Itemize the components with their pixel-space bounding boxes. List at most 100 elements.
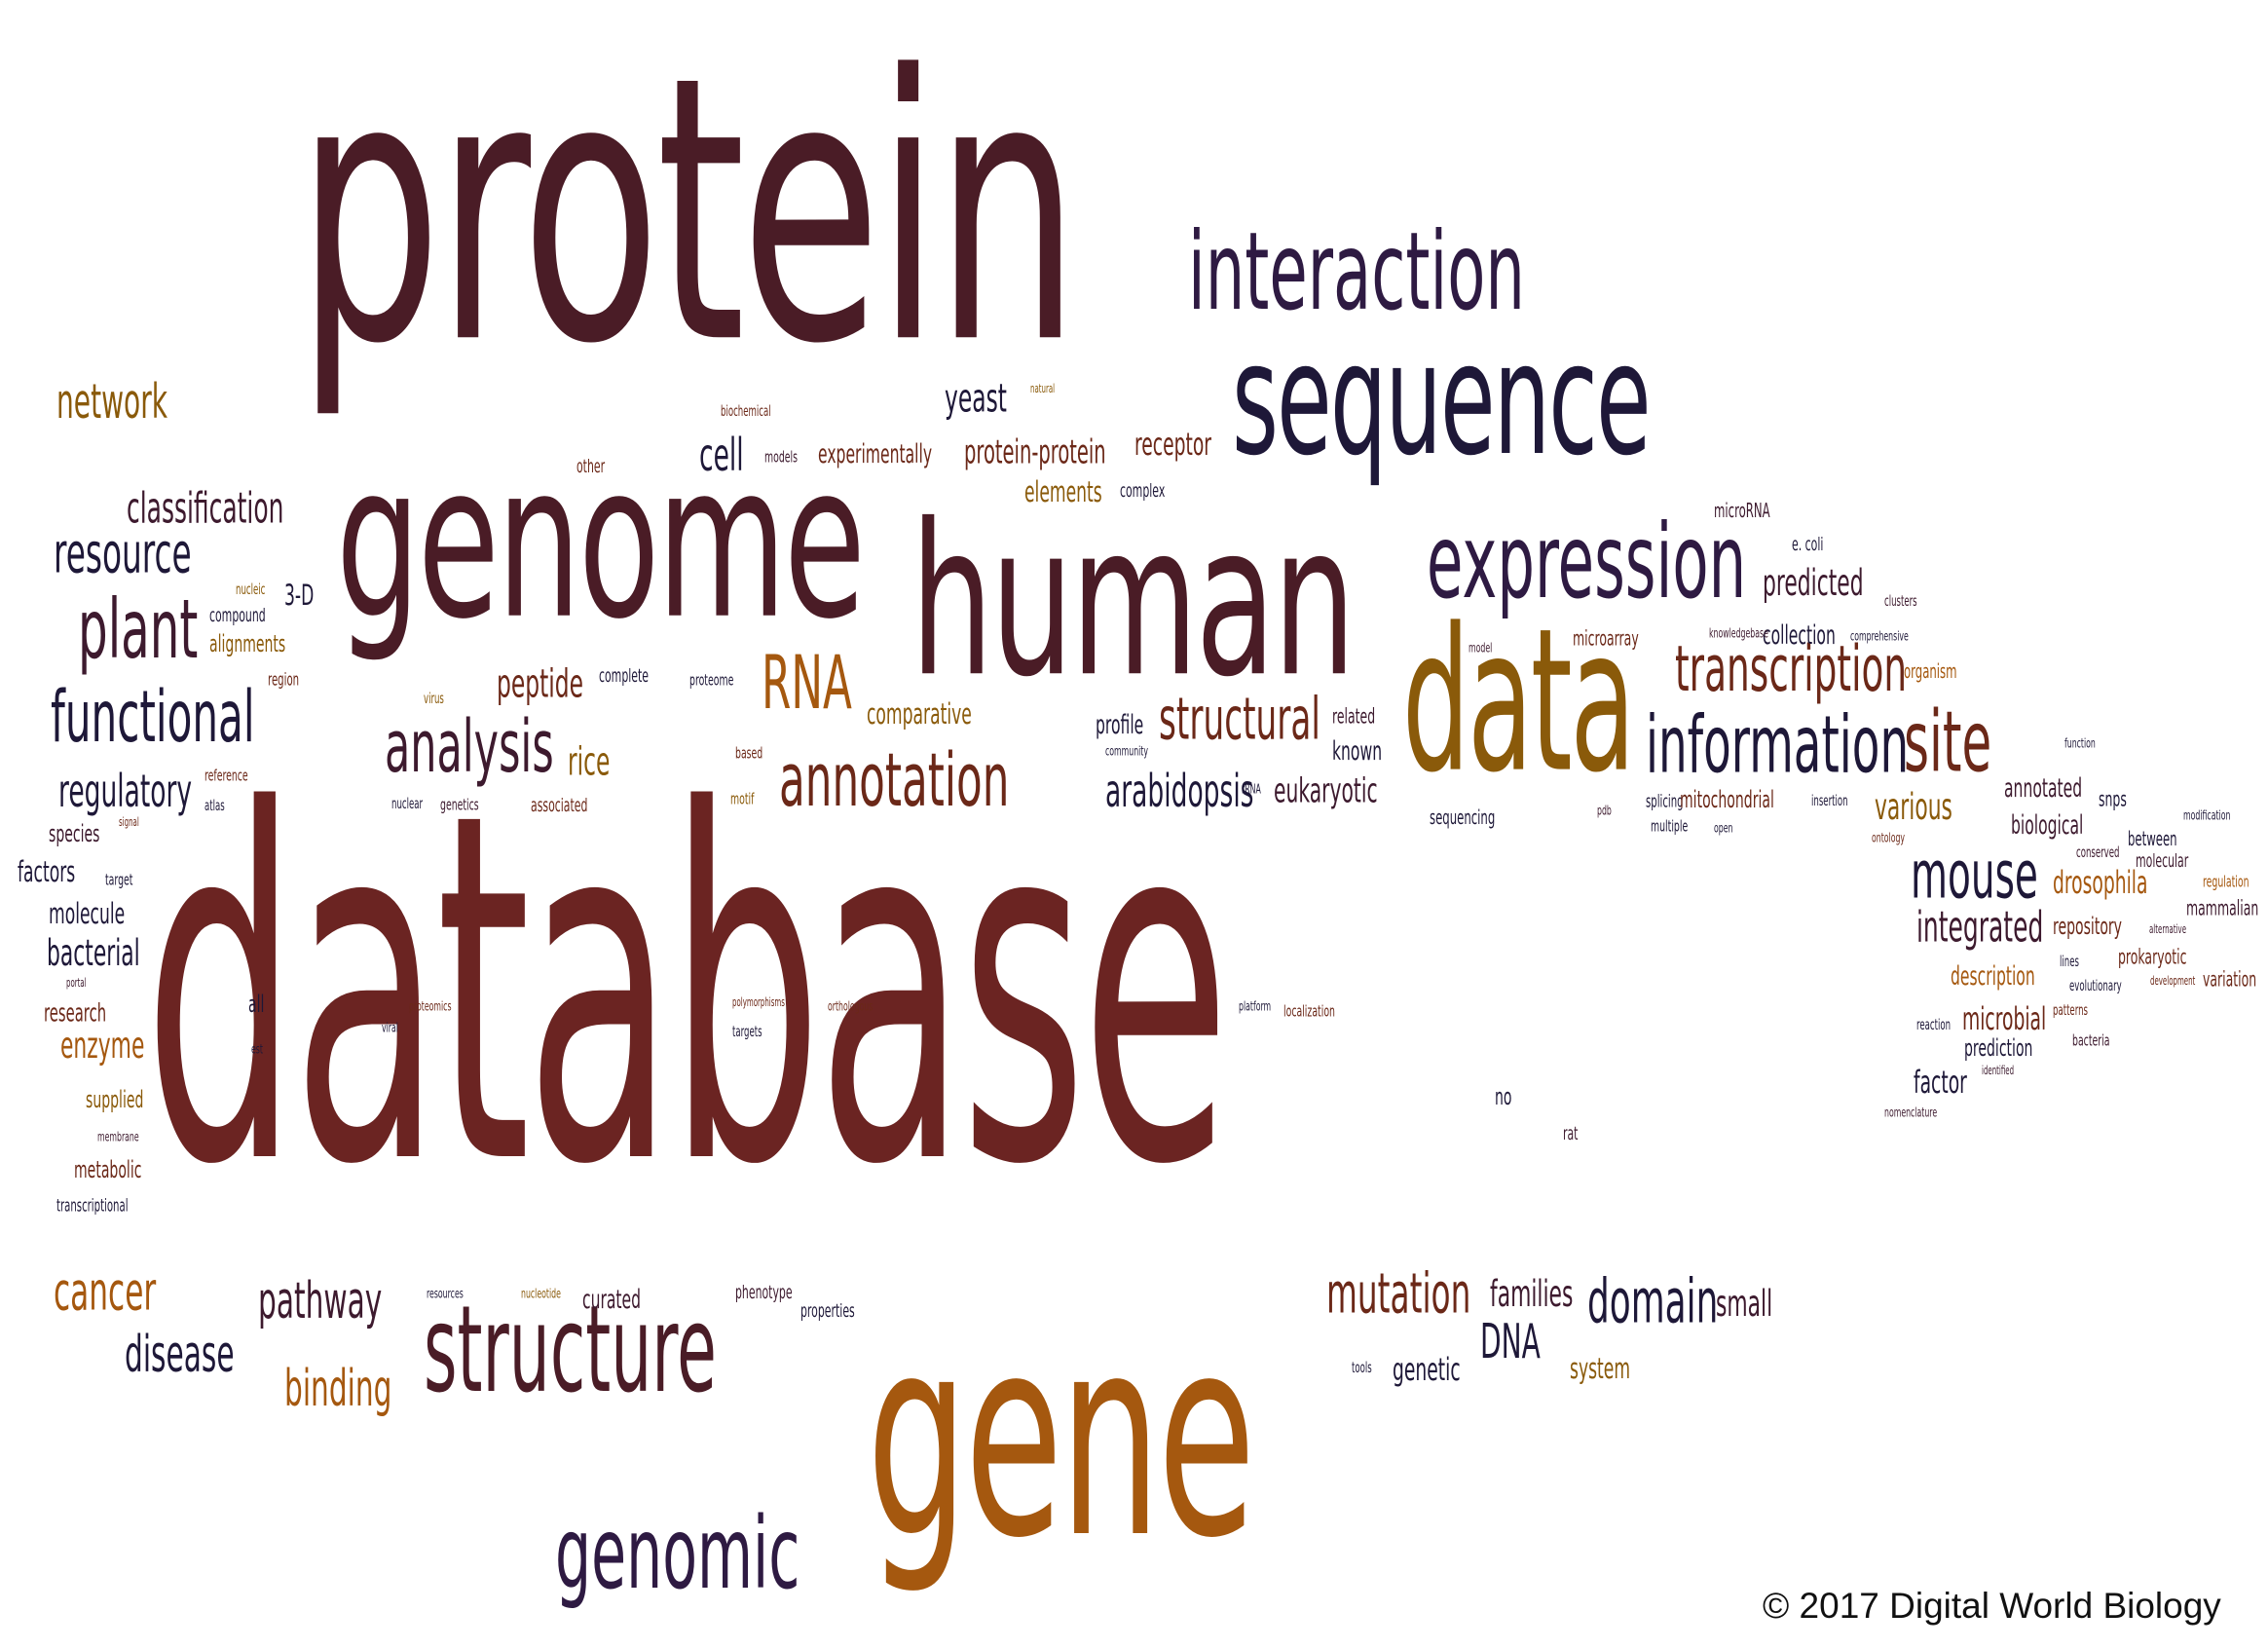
word-cell: cell bbox=[699, 429, 744, 482]
word-community: community bbox=[1105, 744, 1148, 760]
word-species: species bbox=[49, 820, 100, 848]
word-eukaryotic: eukaryotic bbox=[1274, 771, 1378, 811]
word-patterns: patterns bbox=[2053, 1001, 2089, 1020]
word-bacterial: bacterial bbox=[47, 930, 140, 975]
word-resources: resources bbox=[427, 1287, 464, 1302]
word-conserved: conserved bbox=[2076, 843, 2120, 862]
word-nomenclature: nomenclature bbox=[1884, 1106, 1938, 1121]
word-mammalian: mammalian bbox=[2186, 895, 2259, 920]
word-viral: viral bbox=[382, 1021, 398, 1036]
word-evolutionary: evolutionary bbox=[2069, 977, 2122, 995]
word-prokaryotic: prokaryotic bbox=[2118, 944, 2187, 969]
word-insertion: insertion bbox=[1811, 792, 1848, 810]
word-elements: elements bbox=[1024, 476, 1102, 510]
word-nucleotide: nucleotide bbox=[521, 1287, 561, 1302]
word-alignments: alignments bbox=[209, 630, 286, 658]
word-transcriptional: transcriptional bbox=[56, 1196, 129, 1217]
word-modification: modification bbox=[2183, 808, 2231, 824]
word-annotated: annotated bbox=[2004, 771, 2083, 804]
word-reaction: reaction bbox=[1916, 1016, 1952, 1034]
word-site: site bbox=[1904, 694, 1992, 793]
word-human: human bbox=[911, 478, 1356, 724]
word-description: description bbox=[1951, 959, 2035, 992]
word-polymorphisms: polymorphisms bbox=[732, 996, 785, 1011]
word-yeast: yeast bbox=[945, 375, 1007, 423]
word-supplied: supplied bbox=[86, 1086, 144, 1114]
word-dna: DNA bbox=[1480, 1315, 1541, 1370]
word-experimentally: experimentally bbox=[818, 437, 933, 469]
word-prediction: prediction bbox=[1964, 1034, 2033, 1063]
word-interaction: interaction bbox=[1188, 209, 1525, 335]
word-structural: structural bbox=[1159, 686, 1320, 754]
word-regulatory: regulatory bbox=[58, 765, 193, 818]
word-related: related bbox=[1332, 703, 1376, 729]
word-factors: factors bbox=[18, 856, 76, 890]
word-lines: lines bbox=[2060, 953, 2079, 971]
word-multiple: multiple bbox=[1651, 816, 1689, 836]
word-proteomics: proteomics bbox=[409, 999, 452, 1015]
word-genomic: genomic bbox=[555, 1495, 800, 1612]
word-localization: localization bbox=[1283, 1001, 1335, 1021]
word-genetics: genetics bbox=[440, 795, 479, 814]
word-3-d: 3-D bbox=[284, 580, 315, 614]
word-profile: profile bbox=[1096, 708, 1144, 740]
word-domain: domain bbox=[1587, 1265, 1719, 1337]
word-alternative: alternative bbox=[2149, 923, 2187, 938]
word-region: region bbox=[268, 670, 300, 691]
word-sequencing: sequencing bbox=[1430, 806, 1496, 830]
word-complete: complete bbox=[599, 665, 650, 688]
word-atlas: atlas bbox=[204, 797, 225, 815]
word-no: no bbox=[1495, 1083, 1512, 1111]
word-various: various bbox=[1875, 784, 1952, 829]
word-resource: resource bbox=[54, 520, 192, 585]
word-database: database bbox=[144, 710, 1230, 1270]
word-mouse: mouse bbox=[1911, 837, 2038, 914]
word-tools: tools bbox=[1352, 1359, 1372, 1377]
word-receptor: receptor bbox=[1134, 426, 1211, 464]
word-analysis: analysis bbox=[385, 704, 554, 789]
word-binding: binding bbox=[284, 1359, 392, 1418]
word-models: models bbox=[764, 447, 799, 467]
word-cancer: cancer bbox=[54, 1261, 157, 1324]
word-expression: expression bbox=[1427, 503, 1747, 622]
word-development: development bbox=[2150, 975, 2196, 990]
word-microbial: microbial bbox=[1962, 1000, 2047, 1038]
word-between: between bbox=[2128, 827, 2177, 851]
word-rice: rice bbox=[568, 738, 611, 786]
word-other: other bbox=[576, 456, 606, 478]
word-snps: snps bbox=[2099, 786, 2127, 811]
word-based: based bbox=[735, 743, 763, 763]
word-molecule: molecule bbox=[49, 898, 126, 932]
word-open: open bbox=[1714, 821, 1733, 837]
word-repository: repository bbox=[2053, 913, 2123, 941]
word-pdb: pdb bbox=[1597, 804, 1612, 819]
word-structure: structure bbox=[424, 1280, 717, 1421]
word-microarray: microarray bbox=[1573, 625, 1639, 651]
word-organism: organism bbox=[1904, 659, 1957, 684]
word-membrane: membrane bbox=[97, 1130, 139, 1145]
word-protein: protein bbox=[297, 0, 1080, 424]
word-knowledgebase: knowledgebase bbox=[1709, 626, 1768, 642]
word-bacteria: bacteria bbox=[2072, 1031, 2110, 1050]
word-collection: collection bbox=[1763, 618, 1836, 651]
word-splicing: splicing bbox=[1646, 792, 1684, 812]
word-regulation: regulation bbox=[2203, 872, 2249, 891]
word-data: data bbox=[1402, 586, 1635, 817]
word-targets: targets bbox=[732, 1023, 762, 1041]
word-predicted: predicted bbox=[1763, 560, 1864, 605]
word-disease: disease bbox=[125, 1325, 235, 1384]
word-associated: associated bbox=[531, 795, 588, 817]
word-target: target bbox=[105, 870, 133, 889]
word-gene: gene bbox=[867, 1276, 1256, 1599]
word-signal: signal bbox=[119, 816, 139, 831]
word-compound: compound bbox=[209, 605, 266, 627]
word-clusters: clusters bbox=[1884, 592, 1917, 611]
word-portal: portal bbox=[66, 977, 87, 992]
word-platform: platform bbox=[1239, 999, 1272, 1015]
word-identified: identified bbox=[1982, 1065, 2015, 1079]
word-complex: complex bbox=[1120, 480, 1166, 503]
word-biological: biological bbox=[2011, 808, 2084, 841]
word-function: function bbox=[2064, 736, 2096, 752]
word-molecular: molecular bbox=[2136, 850, 2189, 873]
